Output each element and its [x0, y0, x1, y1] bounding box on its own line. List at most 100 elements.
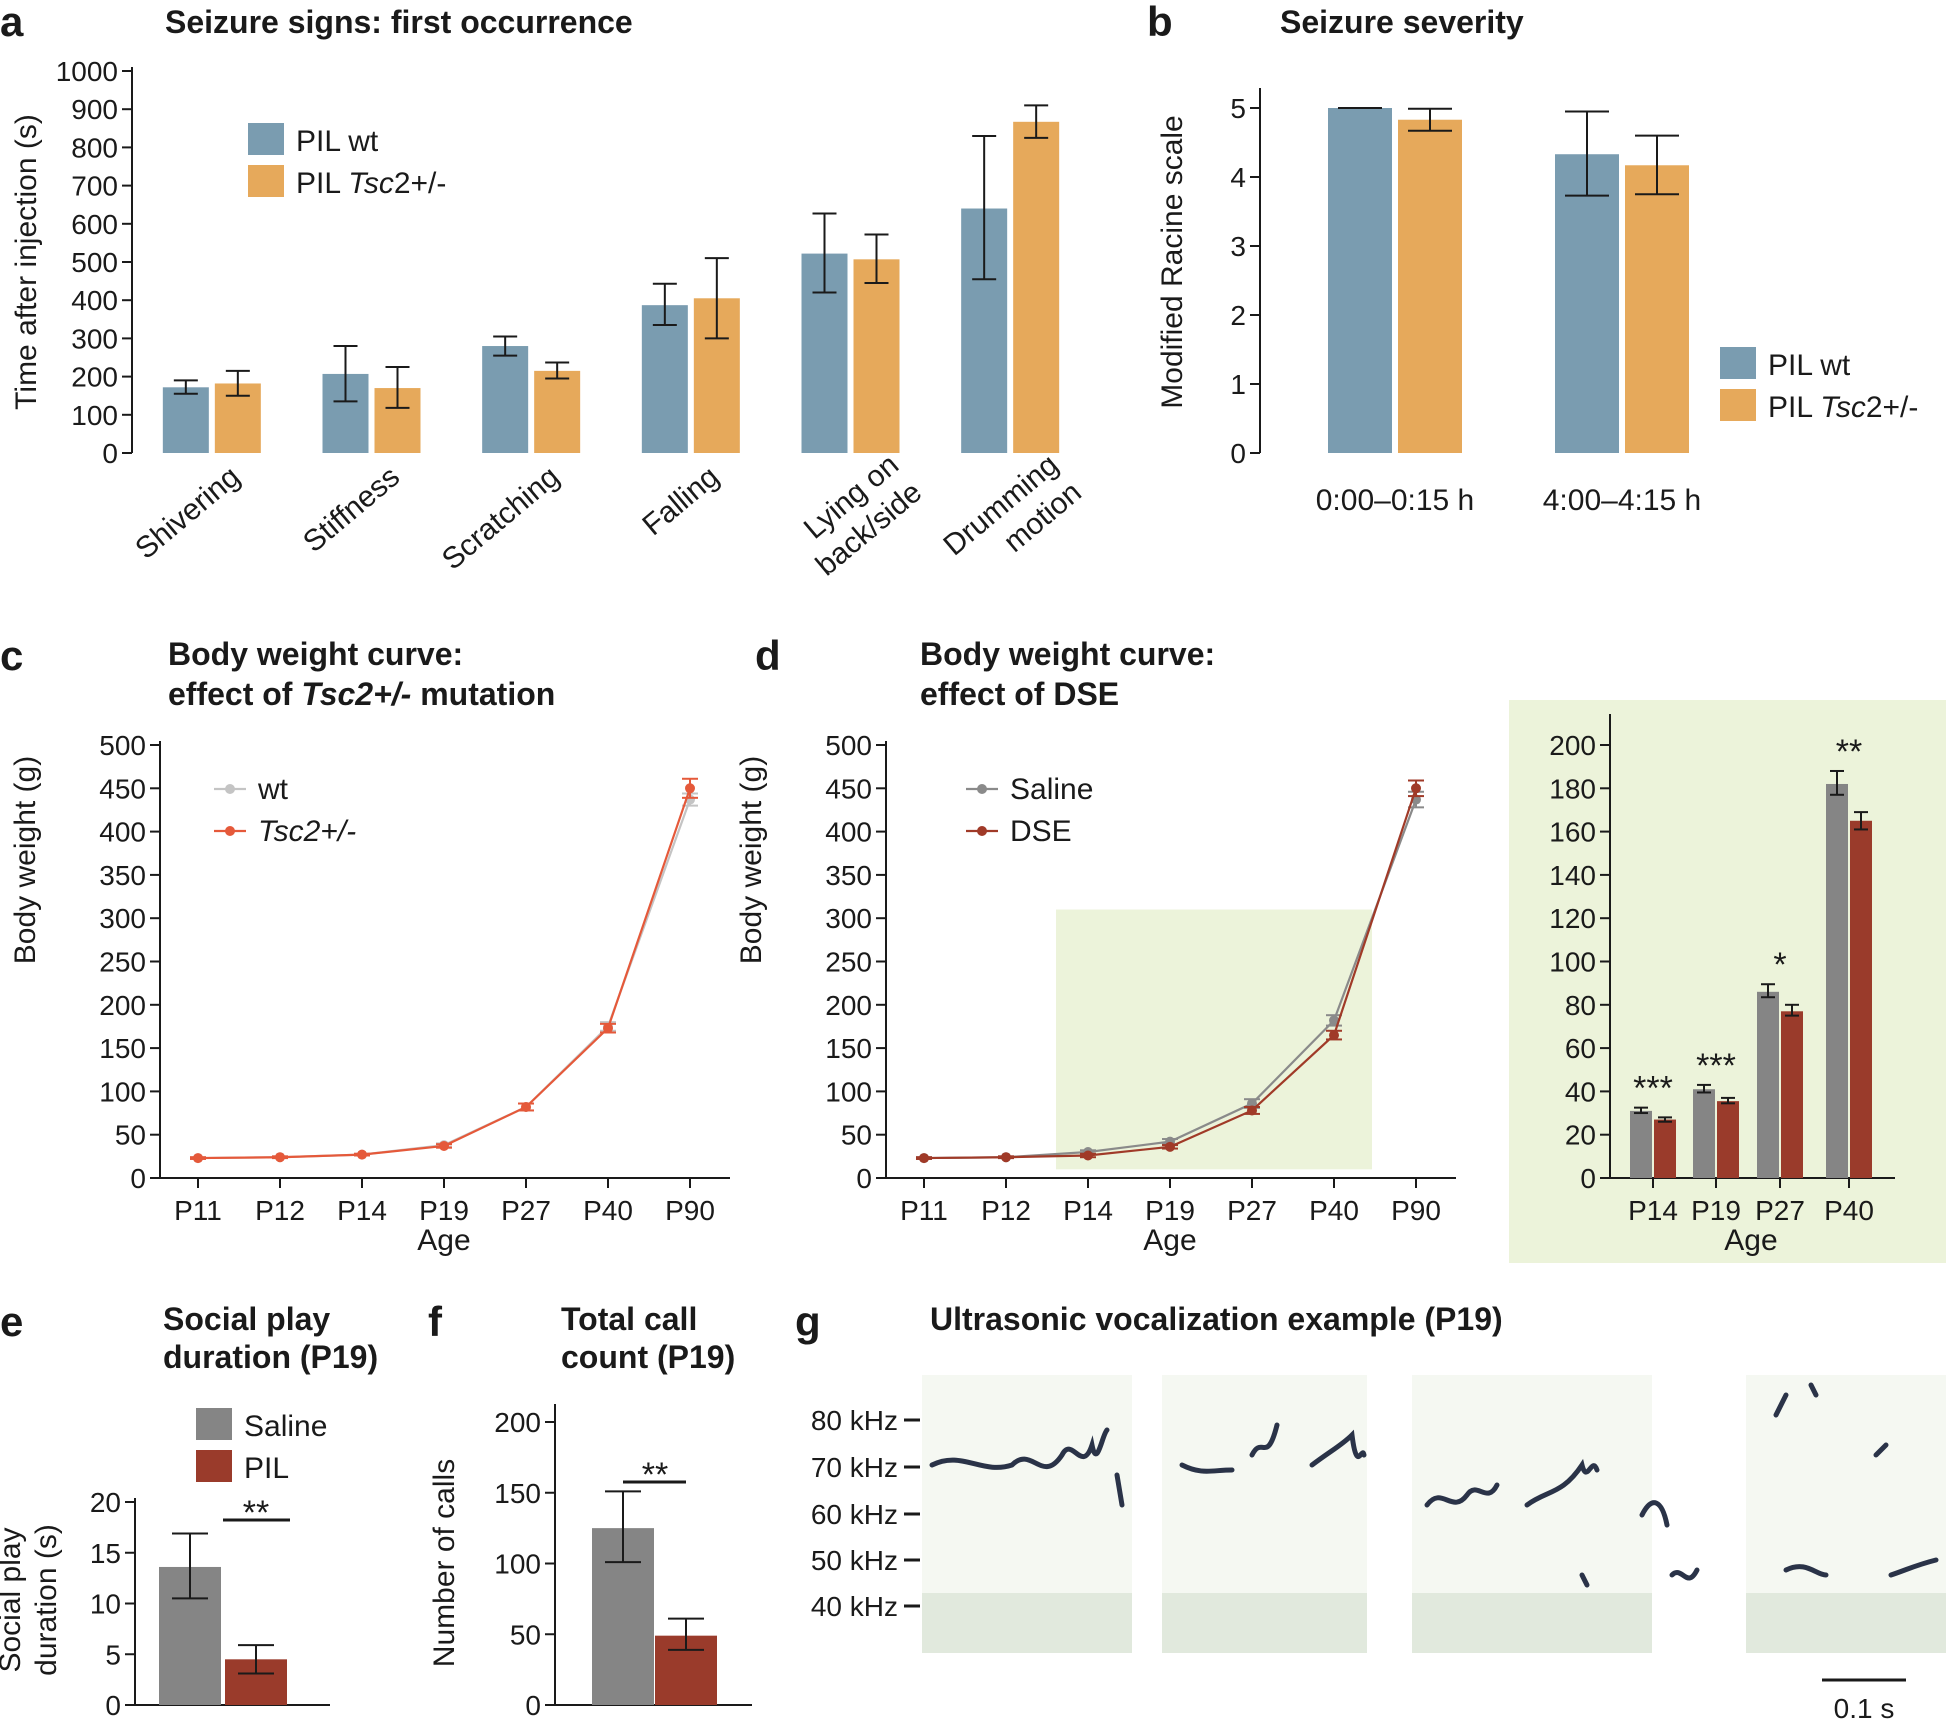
inset-y-tick-label: 200	[1549, 730, 1596, 761]
panel-b-y-tick-label: 1	[1230, 369, 1246, 400]
panel-e-y-tick-label: 15	[90, 1538, 121, 1569]
legend-saline-swatch	[196, 1408, 232, 1440]
bar-dse	[1717, 1101, 1739, 1178]
line-y-tick-label: 400	[99, 817, 146, 848]
chart-title: Seizure signs: first occurrence	[165, 4, 633, 40]
vocalization-trace	[1783, 1564, 1829, 1578]
chart-title-line-part-0: Total call	[561, 1301, 697, 1337]
x-axis-label: Age	[1143, 1224, 1196, 1257]
line-y-tick-label: 0	[130, 1163, 146, 1194]
bar-tsc	[1398, 119, 1462, 453]
panel-label-a: a	[0, 0, 24, 45]
bar-pil-wt	[482, 346, 529, 453]
chart-title-line-part-0: effect of DSE	[920, 676, 1119, 712]
panel-a-seizure-signs-chart: Seizure signs: first occurrence 0 100 200 30…	[10, 4, 1088, 582]
x-axis-label: Age	[1724, 1224, 1777, 1257]
chart-title-line-part-0: Social play	[163, 1301, 330, 1337]
bar-wt	[1555, 154, 1619, 454]
line-y-tick-label: 300	[99, 903, 146, 934]
legend-marker	[977, 826, 987, 836]
data-point	[357, 1149, 367, 1160]
panel-e-y-tick-label: 5	[105, 1639, 121, 1670]
legend-label: Tsc2+/-	[258, 815, 356, 848]
inset-y-tick-label: 20	[1565, 1120, 1596, 1151]
x-tick-label: P11	[900, 1195, 948, 1226]
panel-f-y-tick-label: 50	[510, 1619, 541, 1650]
panel-f-y-tick-label: 150	[494, 1478, 541, 1509]
series-line-0	[197, 799, 692, 1160]
line-y-tick-label: 100	[825, 1076, 872, 1107]
data-point	[439, 1140, 449, 1151]
bar-dse	[1654, 1119, 1676, 1178]
vocalization-trace	[1773, 1392, 1789, 1418]
vocalization-trace	[1808, 1382, 1819, 1398]
chart-title-line: Body weight curve:	[168, 636, 463, 672]
significance-marker: ***	[1633, 1070, 1673, 1108]
x-tick-label-line: Falling	[636, 460, 725, 542]
spectrogram-noise-band	[922, 1593, 1132, 1653]
vocalization-trace	[1873, 1442, 1889, 1458]
panel-f-y-label: Number of calls	[428, 1459, 461, 1667]
data-point	[685, 783, 695, 794]
panel-a-y-tick-label: 200	[71, 362, 118, 393]
panel-label-b: b	[1147, 0, 1173, 45]
panel-a-y-tick-label: 300	[71, 323, 118, 354]
line-y-label: Body weight (g)	[9, 756, 42, 964]
bar-pil-tsc2---	[853, 259, 900, 453]
panel-e-y-label-line: duration (s)	[30, 1524, 63, 1676]
significance-marker: **	[642, 1456, 668, 1494]
legend-pil-swatch	[196, 1450, 232, 1482]
legend-tsc-label-part-0: PIL	[296, 167, 348, 200]
bar-dse	[1850, 820, 1872, 1178]
line-y-label: Body weight (g)	[735, 756, 768, 964]
inset-y-tick-label: 100	[1549, 947, 1596, 978]
panel-f-y-tick-label: 100	[494, 1549, 541, 1580]
legend-tsc-label: PIL Tsc2+/-	[1768, 391, 1918, 424]
legend-wt-swatch	[248, 123, 284, 155]
bar-wt	[1328, 108, 1392, 453]
legend-marker	[225, 826, 235, 836]
highlight-region	[1056, 909, 1372, 1170]
spectrogram-noise-band	[1412, 1593, 1652, 1653]
x-tick-label: P27	[501, 1195, 551, 1226]
panel-b-y-tick-label: 2	[1230, 300, 1246, 331]
x-tick-label: P12	[255, 1195, 305, 1226]
line-y-tick-label: 200	[825, 990, 872, 1021]
chart-title-line-part-0: effect of	[168, 676, 301, 712]
frequency-label: 60 kHz	[811, 1499, 898, 1530]
legend-tsc-label-part-0: PIL	[1768, 391, 1820, 424]
legend-tsc-label-part-1: Tsc	[348, 167, 394, 200]
inset-y-tick-label: 180	[1549, 773, 1596, 804]
vocalization-trace	[1424, 1482, 1500, 1508]
legend-wt-swatch	[1720, 347, 1756, 379]
panel-label-e: e	[0, 1298, 23, 1345]
legend-tsc-swatch	[1720, 389, 1756, 421]
significance-marker: **	[1836, 733, 1862, 771]
bar-saline	[1826, 783, 1848, 1178]
panel-b-y-label: Modified Racine scale	[1156, 115, 1189, 408]
legend-label-part-0: Tsc2+/-	[258, 815, 356, 848]
x-tick-label-line: Shivering	[129, 460, 246, 566]
panel-a-y-tick-label: 900	[71, 94, 118, 125]
legend-label-part-0: Saline	[1010, 773, 1093, 806]
chart-title-line-part-0: count (P19)	[561, 1339, 735, 1375]
line-y-tick-label: 400	[825, 817, 872, 848]
x-tick-label: P90	[665, 1195, 715, 1226]
legend-tsc-label-part-2: 2+/-	[1866, 391, 1919, 424]
bar-tsc	[1625, 165, 1689, 453]
chart-title: Seizure severity	[1280, 4, 1524, 40]
x-tick-label-line: Scratching	[436, 460, 566, 576]
bar-dse	[1781, 1011, 1803, 1178]
panel-b-y-tick-label: 5	[1230, 93, 1246, 124]
data-point	[1411, 783, 1421, 794]
legend-saline-label-part-0: Saline	[244, 1410, 327, 1443]
vocalization-trace	[1639, 1500, 1670, 1528]
spectrogram-images	[922, 1375, 1946, 1653]
panel-a-y-tick-label: 800	[71, 132, 118, 163]
x-tick-label: P19	[419, 1195, 469, 1226]
spectrogram-segment	[1412, 1375, 1700, 1653]
inset-y-tick-label: 160	[1549, 817, 1596, 848]
line-y-tick-label: 50	[841, 1120, 872, 1151]
chart-title-line: effect of Tsc2+/- mutation	[168, 676, 555, 712]
line-y-tick-label: 100	[99, 1076, 146, 1107]
